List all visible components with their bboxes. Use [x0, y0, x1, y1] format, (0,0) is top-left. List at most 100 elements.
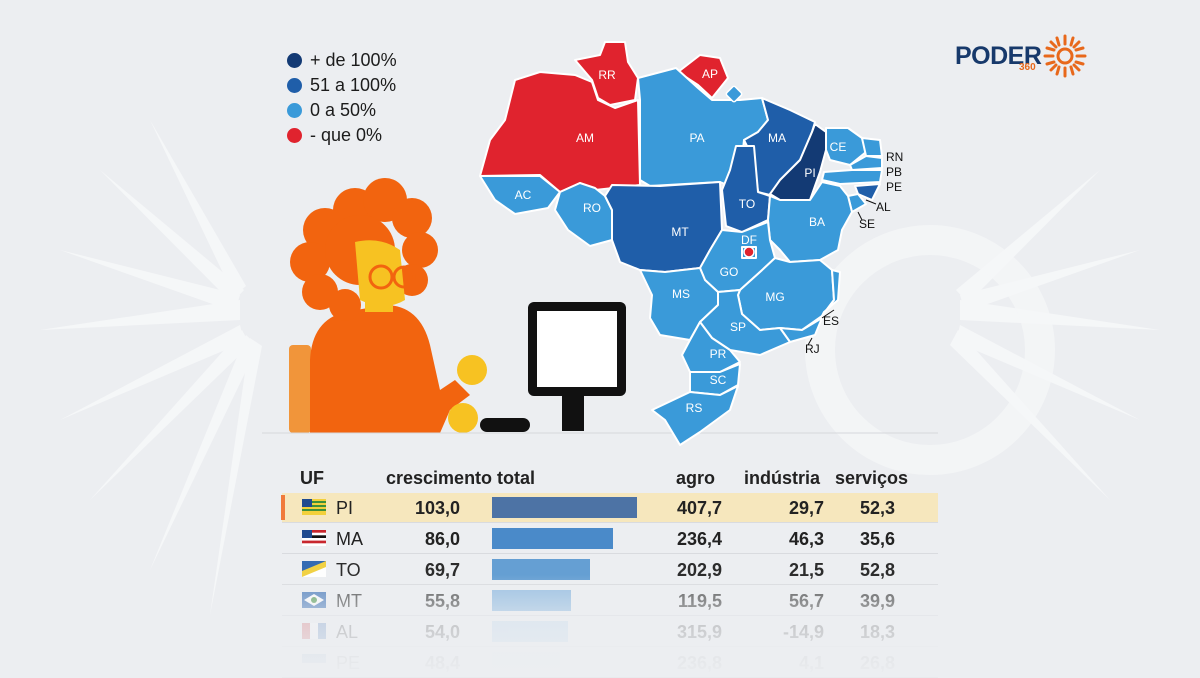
cell-servicos: 26,8 — [859, 653, 895, 673]
state-pr — [681, 321, 741, 373]
table-header: UF crescimento total agro indústria serv… — [282, 464, 938, 492]
map-label-pe: PE — [886, 180, 903, 194]
cell-agro: 315,9 — [676, 622, 722, 642]
map-label-ms: MS — [672, 287, 690, 301]
cell-servicos: 39,9 — [859, 591, 895, 611]
legend-label: 51 a 100% — [310, 75, 397, 95]
cell-uf: PE — [336, 653, 361, 673]
header-total: crescimento total — [386, 468, 536, 488]
cell-total: 55,8 — [424, 591, 460, 611]
cell-agro: 236,4 — [676, 529, 722, 549]
bar-track — [492, 528, 613, 549]
cell-total: 54,0 — [424, 622, 460, 642]
state-rn — [861, 137, 883, 157]
cell-agro: 119,5 — [677, 591, 722, 611]
map-label-pi: PI — [804, 166, 816, 180]
cell-total: 86,0 — [424, 529, 460, 549]
legend-item-high: 51 a 100% — [287, 73, 397, 98]
cell-industria: 29,7 — [788, 498, 824, 518]
map-label-es: ES — [823, 314, 840, 328]
state-ba — [767, 181, 853, 263]
table-row: TO 69,7 202,9 21,5 52,8 — [282, 555, 938, 585]
legend-swatch — [287, 128, 302, 143]
table-row: PE 48,4 236,8 4,1 26,8 — [282, 648, 938, 678]
legend-swatch — [287, 78, 302, 93]
cell-uf: MA — [336, 529, 363, 549]
map-label-mt: MT — [671, 225, 689, 239]
cell-industria: 4,1 — [798, 653, 824, 673]
map-label-se: SE — [859, 217, 876, 231]
map-label-rj: RJ — [805, 342, 820, 356]
map-label-to: TO — [738, 197, 756, 211]
state-ce — [825, 127, 867, 166]
computer-illustration — [480, 302, 626, 432]
cell-servicos: 18,3 — [859, 622, 895, 642]
legend: + de 100% 51 a 100% 0 a 50% - que 0% — [287, 48, 397, 148]
table-row: PI 103,0 407,7 29,7 52,3 — [281, 493, 938, 523]
legend-item-mid: 0 a 50% — [287, 98, 397, 123]
cell-agro: 202,9 — [676, 560, 722, 580]
cell-total: 48,4 — [424, 653, 460, 673]
growth-bar — [492, 528, 613, 549]
map-label-am: AM — [576, 131, 594, 145]
growth-bar — [492, 497, 637, 518]
legend-label: 0 a 50% — [310, 100, 377, 120]
legend-swatch — [287, 53, 302, 68]
header-servicos: serviços — [835, 468, 909, 488]
poder360-logo: PODER 360 — [955, 34, 1087, 78]
map-label-pa: PA — [689, 131, 705, 145]
cell-industria: 56,7 — [788, 591, 824, 611]
cell-industria: 21,5 — [788, 560, 824, 580]
cell-agro: 407,7 — [676, 498, 722, 518]
legend-label: - que 0% — [310, 125, 383, 145]
cell-agro: 236,8 — [676, 653, 722, 673]
person-illustration — [289, 178, 487, 433]
header-industria: indústria — [744, 468, 821, 488]
bar-track — [492, 559, 590, 580]
state-al — [854, 183, 881, 201]
map-label-ro: RO — [583, 201, 601, 215]
map-label-ap: AP — [701, 67, 719, 81]
map-label-rn: RN — [886, 150, 904, 164]
state-rs — [651, 385, 739, 446]
flag-icon — [302, 654, 326, 670]
flag-icon — [302, 499, 326, 515]
map-label-ac: AC — [514, 188, 532, 202]
header-uf: UF — [300, 468, 324, 488]
cell-total: 103,0 — [414, 498, 460, 518]
map-label-pr: PR — [709, 347, 727, 361]
map-label-sp: SP — [729, 320, 747, 334]
legend-swatch — [287, 103, 302, 118]
cell-servicos: 35,6 — [859, 529, 895, 549]
flag-icon — [302, 592, 326, 608]
marajo-island — [725, 85, 743, 103]
map-label-ma: MA — [768, 131, 786, 145]
map-label-df: DF — [741, 233, 757, 247]
header-agro: agro — [676, 468, 716, 488]
map-label-mg: MG — [765, 290, 785, 304]
cell-total: 69,7 — [424, 560, 460, 580]
state-ap — [677, 54, 729, 99]
map-label-pb: PB — [886, 165, 903, 179]
bar-track — [492, 621, 568, 642]
bar-track — [492, 652, 560, 673]
table-row: MA 86,0 236,4 46,3 35,6 — [282, 524, 938, 554]
table-row: MT 55,8 119,5 56,7 39,9 — [282, 586, 938, 616]
growth-bar — [492, 590, 571, 611]
map-label-go: GO — [719, 265, 739, 279]
flag-icon — [302, 530, 326, 546]
legend-item-neg: - que 0% — [287, 123, 397, 148]
map-leader-lines — [807, 199, 877, 346]
logo-sub: 360 — [1019, 62, 1036, 73]
map-label-al: AL — [876, 200, 891, 214]
cell-uf: AL — [336, 622, 359, 642]
bar-track — [492, 497, 637, 518]
cell-servicos: 52,8 — [859, 560, 895, 580]
map-label-ce: CE — [829, 140, 847, 154]
cell-uf: MT — [336, 591, 362, 611]
state-es — [821, 269, 841, 317]
cell-uf: TO — [336, 560, 361, 580]
bar-track — [492, 590, 571, 611]
growth-table: UF crescimento total agro indústria serv… — [281, 464, 938, 678]
map-label-rs: RS — [685, 401, 703, 415]
